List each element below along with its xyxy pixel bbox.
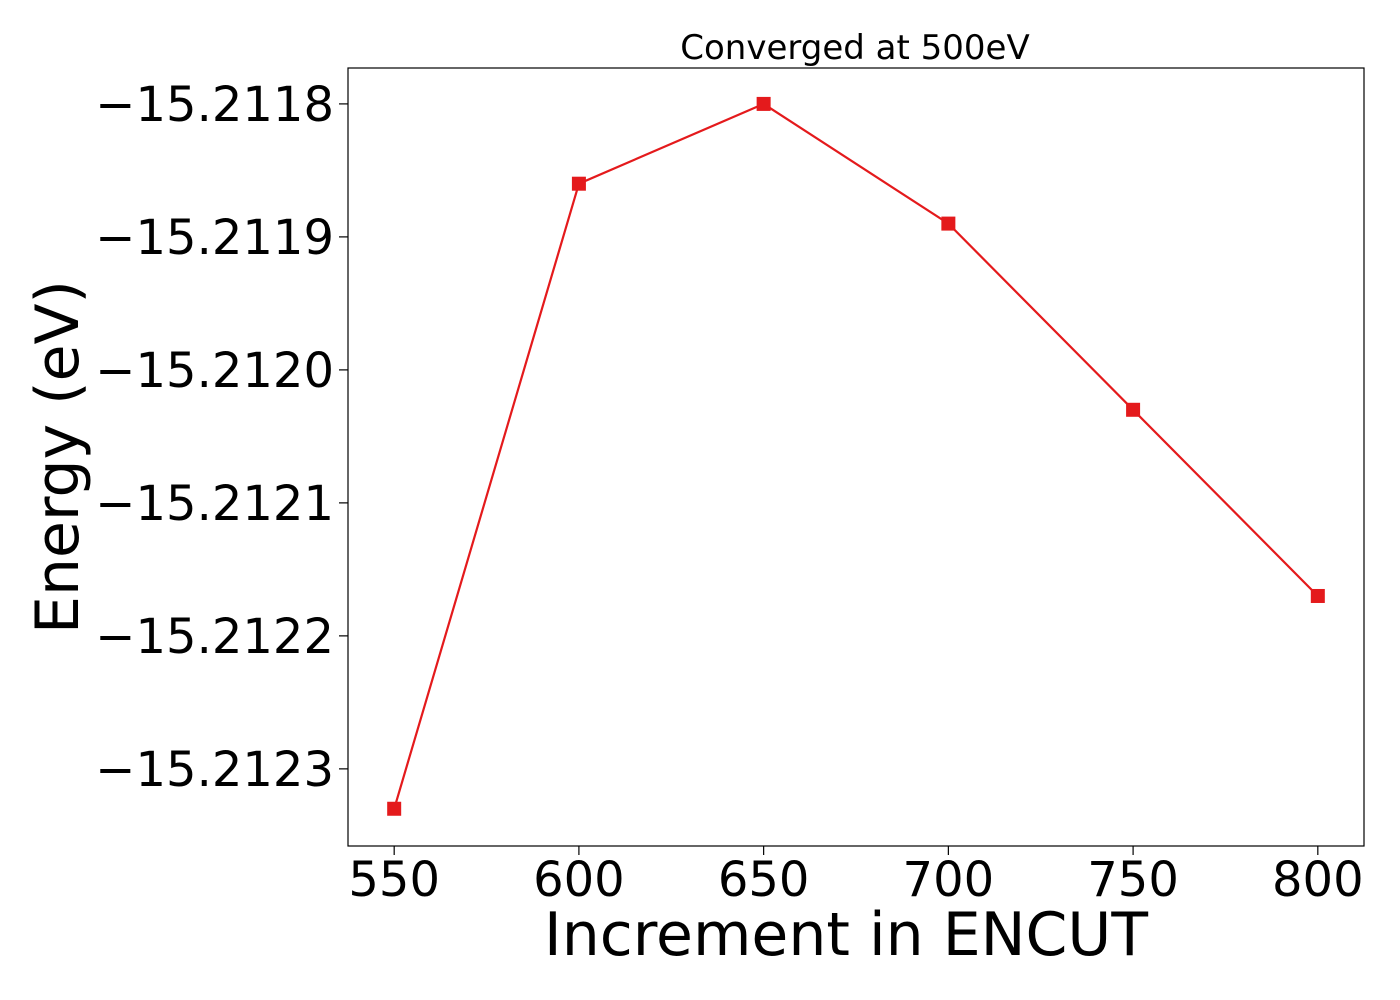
- y-axis-ticks: −15.2118 −15.2119 −15.2120 −15.2121 −15.2122…: [95, 77, 348, 798]
- series-line: [393, 102, 1319, 810]
- data-point: [1126, 402, 1141, 417]
- x-tick-label: 650: [718, 852, 810, 908]
- plot-frame: [347, 67, 1365, 847]
- y-tick-label: −15.2123: [95, 742, 334, 798]
- y-tick-label: −15.2122: [95, 609, 334, 665]
- y-tick-label: −15.2121: [95, 476, 334, 532]
- y-axis-title: Energy (eV): [23, 280, 93, 634]
- data-point: [571, 176, 586, 191]
- chart-title: Converged at 500eV: [680, 28, 1029, 68]
- x-tick-label: 600: [533, 852, 625, 908]
- data-point: [387, 801, 402, 816]
- y-tick-label: −15.2120: [95, 343, 334, 399]
- x-axis-title: Increment in ENCUT: [544, 900, 1148, 970]
- data-point: [756, 96, 771, 111]
- x-tick-label: 750: [1087, 852, 1179, 908]
- x-tick-label: 550: [348, 852, 440, 908]
- x-tick-label: 700: [903, 852, 995, 908]
- series-markers: [387, 96, 1325, 816]
- x-tick-label: 800: [1272, 852, 1364, 908]
- plot-area: −15.2118 −15.2119 −15.2120 −15.2121 −15.2122…: [95, 67, 1365, 908]
- y-tick-label: −15.2119: [95, 210, 334, 266]
- x-axis-ticks: 550 600 650 700 750 800: [348, 846, 1364, 908]
- data-point: [1310, 588, 1325, 603]
- data-point: [941, 216, 956, 231]
- y-tick-label: −15.2118: [95, 77, 334, 133]
